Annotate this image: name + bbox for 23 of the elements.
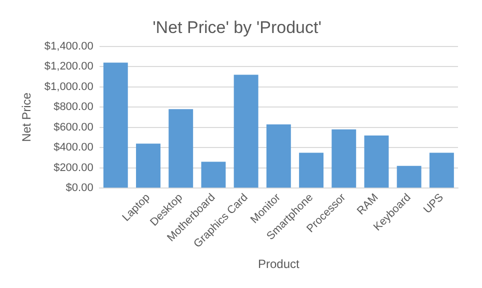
bar: [266, 124, 291, 188]
bar: [201, 162, 226, 188]
y-tick-label: $1,200.00: [44, 60, 94, 73]
bar: [136, 144, 160, 188]
bar: [234, 74, 258, 188]
bar: [103, 62, 128, 188]
y-tick-label: $200.00: [54, 162, 94, 174]
y-tick-label: $400.00: [54, 142, 94, 154]
y-tick-label: $1,400.00: [44, 40, 94, 52]
x-axis-title: Product: [258, 257, 300, 272]
x-tick-label: UPS: [421, 192, 446, 216]
bar: [429, 152, 454, 188]
bar: [396, 166, 422, 188]
y-tick-label: $600.00: [54, 121, 94, 134]
y-tick-label: $1,000.00: [44, 80, 94, 93]
y-tick-label: $0.00: [66, 182, 94, 194]
y-tick-label: $800.00: [54, 101, 94, 114]
bar: [299, 152, 324, 188]
y-axis-title: Net Price: [20, 92, 34, 142]
bar: [364, 135, 389, 188]
bar: [332, 129, 356, 188]
bar: [168, 109, 194, 188]
chart-title: 'Net Price' by 'Product': [152, 18, 322, 37]
